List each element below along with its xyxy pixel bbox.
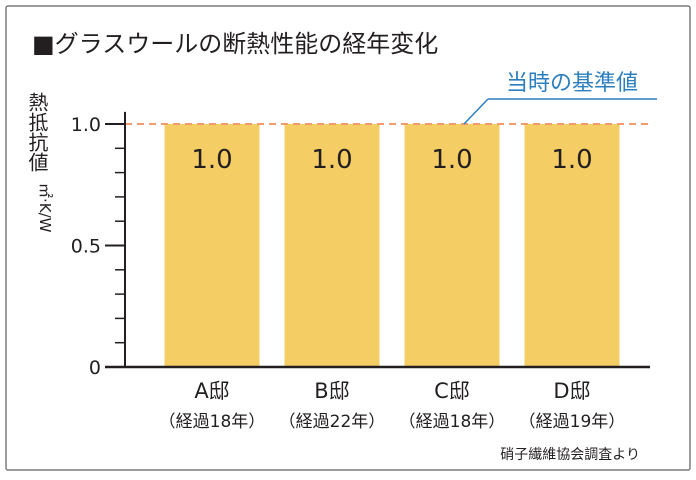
bar-value-label: 1.0 xyxy=(551,145,592,175)
bar-value-label: 1.0 xyxy=(431,145,472,175)
category-sublabel: （経過18年） xyxy=(399,412,506,432)
y-tick-label: 1.0 xyxy=(71,114,101,136)
category-label: D邸 xyxy=(553,379,590,403)
y-axis-label: 熱抵抗値 xyxy=(25,92,49,172)
y-tick-label: 0 xyxy=(89,357,101,379)
bar-2 xyxy=(284,124,380,367)
category-label: A邸 xyxy=(194,379,229,403)
bars-layer: 1.0 1.0 1.0 1.0 xyxy=(164,124,620,367)
y-tick-label: 0.5 xyxy=(71,236,101,258)
reference-label-leader xyxy=(463,98,489,125)
y-axis-unit: ㎡·K/W xyxy=(36,183,54,233)
category-sublabel: （経過19年） xyxy=(519,412,626,432)
reference-label: 当時の基準値 xyxy=(506,71,638,96)
category-sublabel: （経過22年） xyxy=(279,412,386,432)
bar-value-label: 1.0 xyxy=(311,145,352,175)
bar-4 xyxy=(524,124,620,367)
bar-3 xyxy=(404,124,500,367)
category-sublabel: （経過18年） xyxy=(159,412,266,432)
category-label: B邸 xyxy=(314,379,349,403)
chart-title: ■グラスウールの断熱性能の経年変化 xyxy=(32,30,438,58)
y-axis: 0 0.5 1.0 xyxy=(71,111,650,379)
category-label: C邸 xyxy=(434,379,470,403)
source-note: 硝子繊維協会調査より xyxy=(500,447,640,463)
bar-value-label: 1.0 xyxy=(191,145,232,175)
bar-1 xyxy=(164,124,260,367)
category-labels: A邸 （経過18年） B邸 （経過22年） C邸 （経過18年） D邸 （経過19年） xyxy=(159,379,626,432)
